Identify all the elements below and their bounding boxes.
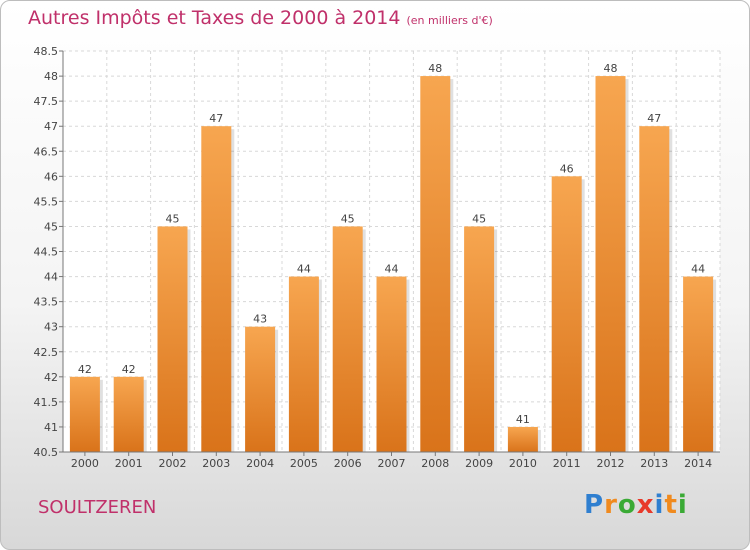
x-tick-label: 2010 xyxy=(509,457,537,470)
bar-2008 xyxy=(420,76,450,452)
data-label: 42 xyxy=(78,363,92,376)
x-tick-label: 2008 xyxy=(421,457,449,470)
town-name: SOULTZEREN xyxy=(38,497,156,518)
y-tick-label: 45.5 xyxy=(34,195,59,208)
y-tick-label: 41 xyxy=(44,421,58,434)
bar-2010 xyxy=(508,427,538,452)
x-tick-label: 2003 xyxy=(202,457,230,470)
data-label: 47 xyxy=(209,112,223,125)
y-tick-label: 48 xyxy=(44,70,58,83)
data-label: 45 xyxy=(341,212,355,225)
logo-letter: o xyxy=(618,490,637,520)
data-label: 44 xyxy=(691,263,705,276)
x-tick-label: 2009 xyxy=(465,457,493,470)
logo-letter: t xyxy=(664,490,677,520)
bar-2013 xyxy=(639,126,669,452)
y-tick-label: 43 xyxy=(44,321,58,334)
y-tick-label: 40.5 xyxy=(34,446,59,459)
bar-2000 xyxy=(70,377,100,452)
logo-letter: r xyxy=(604,490,618,520)
bar-2011 xyxy=(552,176,582,452)
y-tick-label: 42.5 xyxy=(34,346,59,359)
x-tick-label: 2007 xyxy=(378,457,406,470)
y-tick-label: 46.5 xyxy=(34,145,59,158)
data-label: 44 xyxy=(297,263,311,276)
data-label: 43 xyxy=(253,313,267,326)
y-tick-label: 45 xyxy=(44,220,58,233)
data-label: 48 xyxy=(604,62,618,75)
data-label: 44 xyxy=(385,263,399,276)
data-label: 45 xyxy=(472,212,486,225)
bar-2002 xyxy=(158,226,188,452)
data-label: 45 xyxy=(166,212,180,225)
data-label: 41 xyxy=(516,413,530,426)
bar-2001 xyxy=(114,377,144,452)
x-tick-label: 2013 xyxy=(640,457,668,470)
x-tick-label: 2014 xyxy=(684,457,712,470)
y-tick-label: 43.5 xyxy=(34,296,59,309)
bar-2014 xyxy=(683,277,713,452)
data-label: 48 xyxy=(428,62,442,75)
y-tick-label: 41.5 xyxy=(34,396,59,409)
y-tick-label: 42 xyxy=(44,371,58,384)
data-label: 46 xyxy=(560,162,574,175)
bar-2003 xyxy=(201,126,231,452)
proxiti-logo: Proxiti xyxy=(584,490,688,520)
x-tick-label: 2002 xyxy=(159,457,187,470)
x-tick-label: 2012 xyxy=(597,457,625,470)
y-tick-label: 46 xyxy=(44,170,58,183)
bar-2007 xyxy=(377,277,407,452)
bar-2009 xyxy=(464,226,494,452)
bar-2006 xyxy=(333,226,363,452)
x-tick-label: 2000 xyxy=(71,457,99,470)
x-tick-label: 2004 xyxy=(246,457,274,470)
y-tick-label: 47.5 xyxy=(34,95,59,108)
x-tick-label: 2011 xyxy=(553,457,581,470)
x-tick-label: 2001 xyxy=(115,457,143,470)
logo-letter: P xyxy=(584,490,604,520)
y-tick-label: 44.5 xyxy=(34,246,59,259)
x-tick-label: 2006 xyxy=(334,457,362,470)
x-tick-label: 2005 xyxy=(290,457,318,470)
logo-letter: i xyxy=(655,490,665,520)
bar-2012 xyxy=(596,76,626,452)
logo-letter: i xyxy=(678,490,688,520)
data-label: 42 xyxy=(122,363,136,376)
bar-2004 xyxy=(245,327,275,452)
bar-2005 xyxy=(289,277,319,452)
y-tick-label: 48.5 xyxy=(34,45,59,58)
y-tick-label: 44 xyxy=(44,271,58,284)
logo-letter: x xyxy=(637,490,655,520)
y-tick-label: 47 xyxy=(44,120,58,133)
data-label: 47 xyxy=(647,112,661,125)
